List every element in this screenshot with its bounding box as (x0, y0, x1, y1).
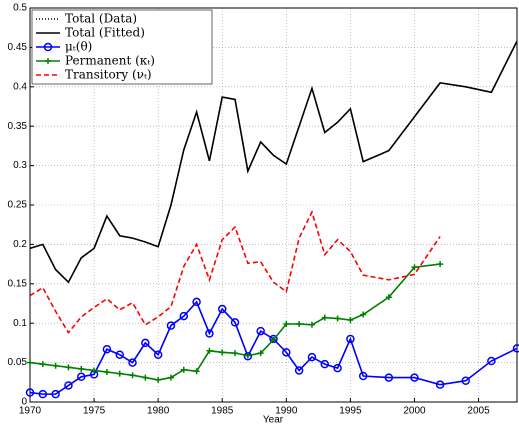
marker (410, 373, 419, 382)
marker (435, 380, 445, 389)
x-tick-label: 1970 (19, 406, 42, 417)
marker (334, 315, 341, 322)
y-tick-label: 0.4 (13, 81, 27, 92)
marker (461, 376, 470, 385)
x-tick-label: 2005 (467, 406, 490, 417)
marker (27, 359, 33, 366)
marker (333, 363, 342, 373)
marker (358, 371, 368, 381)
legend-marker (45, 58, 51, 64)
marker (347, 317, 354, 324)
series-line (30, 209, 441, 335)
legend-marker (43, 42, 53, 52)
x-tick-label: 1975 (83, 406, 106, 417)
marker (39, 361, 46, 368)
marker (205, 329, 214, 338)
y-tick-label: 0.3 (13, 160, 27, 171)
legend-label: Total (Data) (65, 12, 137, 26)
x-tick-label: 1990 (275, 406, 298, 417)
marker (270, 336, 277, 343)
marker (283, 320, 290, 327)
marker (217, 304, 227, 314)
marker (385, 294, 392, 301)
marker (307, 352, 317, 362)
series-line (30, 40, 517, 284)
y-tick-label: 0.2 (13, 239, 27, 250)
marker (180, 366, 187, 373)
marker (52, 362, 59, 369)
marker (155, 376, 162, 383)
y-tick-label: 0 (21, 397, 27, 408)
marker (25, 388, 35, 397)
x-tick-label: 2000 (403, 406, 426, 417)
marker (512, 344, 519, 353)
legend-label: Permanent (κₜ) (65, 54, 155, 68)
y-tick-label: 0.05 (8, 357, 28, 368)
marker (321, 314, 328, 321)
marker (65, 364, 72, 371)
marker (346, 334, 355, 344)
marker (77, 372, 86, 382)
marker (219, 349, 226, 356)
marker (206, 347, 213, 354)
x-tick-label: 1980 (147, 406, 170, 417)
legend-label: Transitory (νₜ) (65, 68, 152, 82)
marker (115, 350, 124, 359)
marker (102, 344, 112, 354)
marker (192, 297, 201, 307)
y-tick-label: 0.25 (8, 200, 28, 211)
x-tick-label: 1995 (339, 406, 362, 417)
y-tick-label: 0.5 (13, 3, 27, 14)
marker (244, 352, 251, 359)
y-tick-label: 0.1 (13, 318, 27, 329)
y-tick-label: 0.15 (8, 278, 28, 289)
marker (384, 373, 394, 382)
marker (78, 365, 85, 372)
marker (232, 350, 239, 357)
marker (360, 311, 367, 318)
marker (296, 320, 303, 327)
marker (320, 359, 330, 369)
marker (38, 389, 48, 399)
legend-label: Total (Fitted) (65, 26, 145, 40)
marker (193, 368, 200, 375)
marker (91, 367, 98, 374)
y-tick-label: 0.35 (8, 121, 28, 132)
y-tick-label: 0.45 (8, 42, 28, 53)
marker (411, 264, 418, 271)
marker (153, 350, 163, 359)
plot-frame (29, 7, 518, 403)
marker (308, 321, 315, 328)
marker (142, 374, 149, 381)
marker (487, 356, 496, 366)
marker (167, 374, 174, 381)
marker (166, 321, 176, 330)
marker (51, 389, 60, 399)
legend-label: μₜ(θ) (65, 40, 92, 54)
marker (128, 358, 137, 367)
marker (179, 311, 189, 321)
marker (437, 261, 444, 268)
marker (282, 348, 291, 357)
marker (141, 338, 150, 348)
marker (257, 350, 264, 357)
marker (129, 372, 136, 379)
marker (103, 369, 110, 376)
marker (230, 318, 240, 327)
marker (64, 381, 73, 390)
legend-box (31, 9, 213, 85)
x-tick-label: 1985 (211, 406, 234, 417)
marker (116, 370, 123, 377)
marker (294, 366, 304, 375)
series-line (30, 300, 517, 395)
x-axis-label: Year (263, 415, 284, 426)
marker (256, 326, 265, 336)
